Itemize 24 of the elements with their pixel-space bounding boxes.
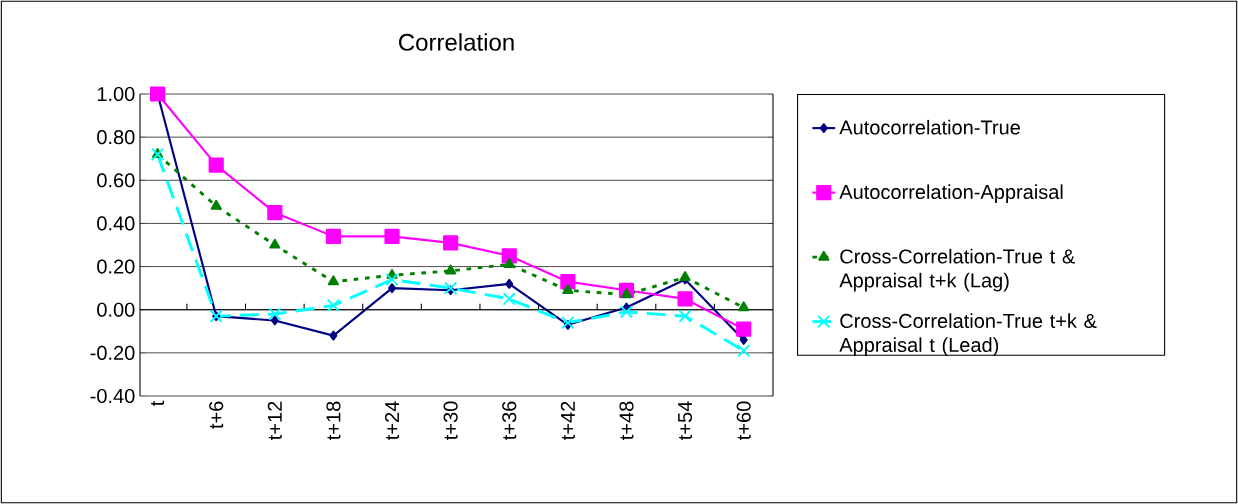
y-tick-label: -0.40 xyxy=(90,388,135,404)
x-tick-label: t+54 xyxy=(678,401,693,440)
legend-label: Autocorrelation-Appraisal xyxy=(839,184,1063,203)
x-tick-label: t xyxy=(151,400,165,406)
y-tick-label: 0.20 xyxy=(97,259,135,274)
x-tick-label: t+48 xyxy=(619,401,634,440)
y-tick-label: 0.00 xyxy=(97,302,135,317)
x-tick-label: t+18 xyxy=(326,401,341,440)
chart-title: Correlation xyxy=(399,33,514,51)
y-tick-label: 0.60 xyxy=(97,173,135,188)
x-tick-label: t+24 xyxy=(384,401,400,440)
legend-label: Cross-Correlation-True t+k & Appraisal t (Lead) xyxy=(839,313,1097,356)
legend-label: Autocorrelation-True xyxy=(839,119,1020,135)
y-tick-label: 0.40 xyxy=(97,216,135,231)
x-tick-label: t+60 xyxy=(736,401,751,440)
x-tick-label: t+30 xyxy=(443,401,458,440)
x-tick-label: t+36 xyxy=(502,401,517,440)
y-tick-label: 0.80 xyxy=(97,130,135,145)
x-tick-label: t+42 xyxy=(560,401,575,440)
y-tick-label: 1.00 xyxy=(97,86,135,102)
y-tick-label: -0.20 xyxy=(90,345,135,360)
legend-label: Cross-Correlation-True t & Appraisal t+k (Lag) xyxy=(839,248,1075,292)
x-tick-label: t+6 xyxy=(209,401,224,429)
x-tick-label: t+12 xyxy=(267,401,282,440)
